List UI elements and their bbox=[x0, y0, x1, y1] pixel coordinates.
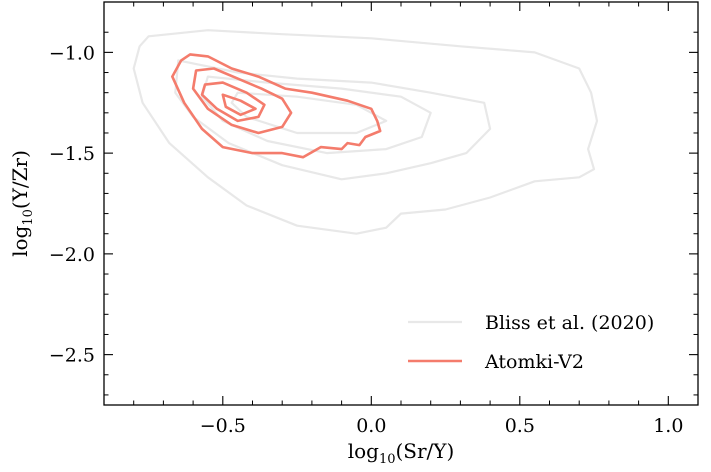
x-tick-label: −0.5 bbox=[200, 415, 246, 437]
x-tick-label: 1.0 bbox=[653, 415, 683, 437]
y-tick-label: −2.0 bbox=[49, 244, 95, 266]
contour-bliss-1 bbox=[174, 59, 492, 181]
y-tick-label: −1.0 bbox=[49, 42, 95, 64]
y-axis-label: log10(Y/Zr) bbox=[8, 150, 36, 257]
contour-atomki-2 bbox=[200, 81, 266, 123]
x-tick-label: 0.5 bbox=[505, 415, 535, 437]
legend-label: Bliss et al. (2020) bbox=[485, 312, 654, 334]
contour-lines bbox=[132, 29, 599, 235]
legend-label: Atomki-V2 bbox=[484, 351, 584, 373]
x-tick-label: 0.0 bbox=[356, 415, 386, 437]
contour-bliss-3 bbox=[230, 91, 388, 135]
axis-ticks: −0.5 0.0 0.5 1.0 −1.0 −1.5 −2.0 −2.5 bbox=[49, 2, 699, 437]
legend: Bliss et al. (2020) Atomki-V2 bbox=[408, 312, 654, 373]
x-axis-label: log10(Sr/Y) bbox=[348, 439, 455, 467]
contour-atomki-1 bbox=[191, 67, 293, 135]
contour-atomki-0 bbox=[171, 53, 382, 159]
y-tick-label: −2.5 bbox=[49, 345, 95, 367]
contour-atomki-3 bbox=[221, 93, 257, 117]
contour-bliss-0 bbox=[132, 29, 599, 235]
y-tick-label: −1.5 bbox=[49, 143, 95, 165]
